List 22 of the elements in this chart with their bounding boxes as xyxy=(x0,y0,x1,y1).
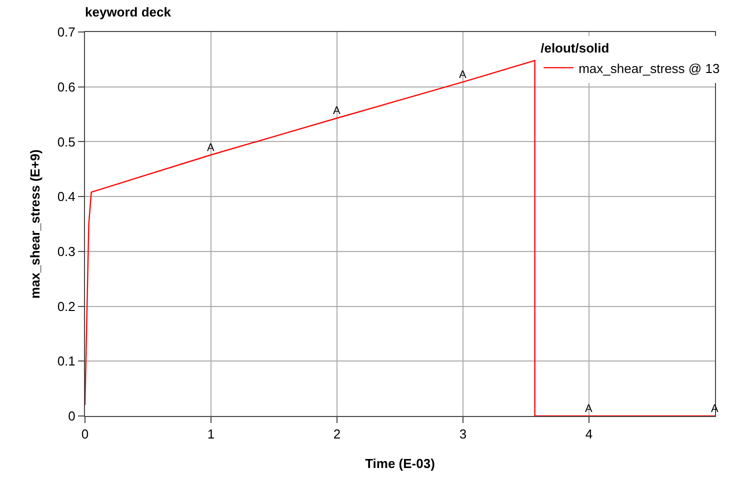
y-axis-title: max_shear_stress (E+9) xyxy=(27,149,42,299)
annotation: A xyxy=(333,105,341,117)
chart-title: keyword deck xyxy=(85,4,172,20)
x-tick-label: 2 xyxy=(333,426,341,442)
x-tick-label: 1 xyxy=(207,426,215,442)
y-tick-label: 0.4 xyxy=(57,189,76,204)
y-tick-label: 0 xyxy=(68,408,76,424)
annotation: A xyxy=(459,69,467,81)
annotation: A xyxy=(207,142,215,154)
legend-title: /elout/solid xyxy=(540,40,610,56)
y-tick-label: 0.5 xyxy=(57,134,76,150)
legend-label: max_shear_stress @ 13 xyxy=(578,60,720,76)
y-tick-label: 0.3 xyxy=(57,244,76,259)
y-tick-label: 0.7 xyxy=(57,24,76,40)
x-tick-label: 0 xyxy=(81,426,89,442)
y-tick-label: 0.1 xyxy=(57,354,76,369)
y-tick-label: 0.2 xyxy=(57,298,76,314)
y-tick-label: 0.6 xyxy=(57,79,76,94)
x-tick-label: 3 xyxy=(459,426,467,442)
x-tick-label: 4 xyxy=(585,426,593,442)
x-axis-title: Time (E-03) xyxy=(365,456,435,472)
annotation: A xyxy=(585,403,593,415)
